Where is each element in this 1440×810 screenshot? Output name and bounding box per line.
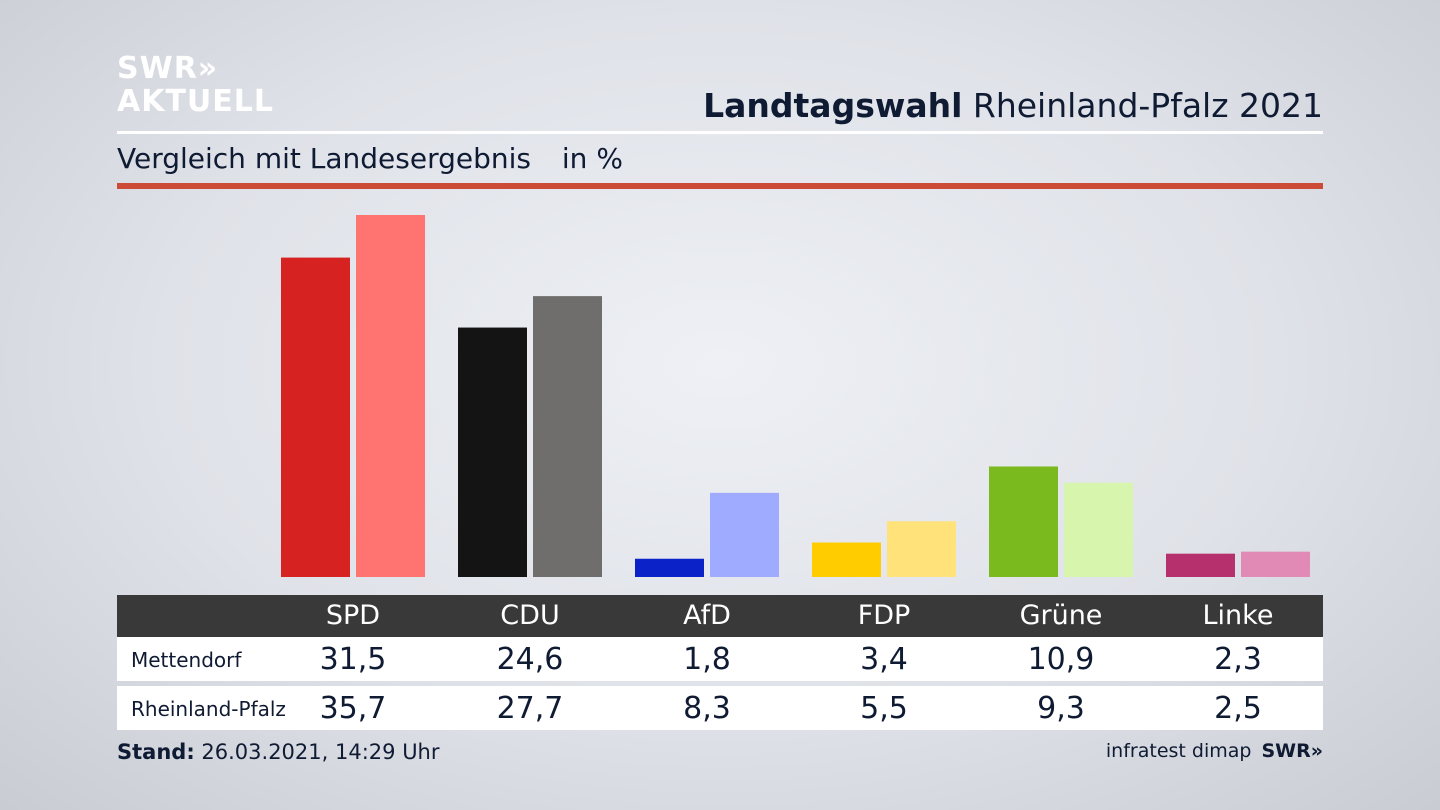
bar-spd-series-1	[356, 215, 425, 577]
bar-cdu-series-1	[533, 296, 602, 577]
party-header: AfD	[683, 600, 731, 631]
table-header-row: SPD CDU AfD FDP Grüne Linke	[117, 595, 1323, 637]
value-cell: 27,7	[496, 691, 564, 726]
timestamp: Stand: 26.03.2021, 14:29 Uhr	[117, 740, 440, 764]
party-header: CDU	[500, 600, 560, 631]
title-rest: Rheinland-Pfalz 2021	[972, 86, 1323, 125]
bar-linke-series-0	[1166, 553, 1235, 577]
value-cell: 10,9	[1027, 642, 1095, 677]
table-row: Rheinland-Pfalz 35,7 27,7 8,3 5,5 9,3 2,5	[117, 686, 1323, 730]
title-divider	[117, 131, 1323, 134]
source-name: infratest dimap	[1105, 740, 1252, 762]
value-cell: 5,5	[860, 691, 908, 726]
value-cell: 24,6	[496, 642, 564, 677]
bar-fdp-series-0	[812, 542, 881, 577]
value-cell: 2,3	[1214, 642, 1262, 677]
bar-afd-series-1	[710, 492, 779, 577]
accent-rule	[117, 183, 1323, 189]
subtitle-text: Vergleich mit Landesergebnis	[117, 142, 531, 175]
title-bold: Landtagswahl	[703, 86, 963, 125]
value-cell: 3,4	[860, 642, 908, 677]
logo-line-2: AKTUELL	[117, 84, 275, 119]
bar-fdp-series-1	[887, 521, 956, 577]
source-brand-logo: SWR»	[1261, 740, 1323, 762]
chart-subtitle: Vergleich mit Landesergebnis in %	[117, 142, 623, 175]
bar-linke-series-1	[1241, 551, 1310, 577]
value-cell: 35,7	[319, 691, 387, 726]
value-cell: 31,5	[319, 642, 387, 677]
value-cell: 8,3	[683, 691, 731, 726]
stand-value: 26.03.2021, 14:29 Uhr	[201, 740, 440, 764]
bar-chart	[281, 215, 1310, 577]
bar-cdu-series-0	[458, 327, 527, 577]
stand-label: Stand:	[117, 740, 195, 764]
swr-aktuell-logo: SWR» AKTUELL	[117, 52, 274, 118]
value-cell: 2,5	[1214, 691, 1262, 726]
bar-spd-series-0	[281, 257, 350, 577]
value-cell: 9,3	[1037, 691, 1085, 726]
logo-line-1: SWR»	[117, 51, 219, 86]
page-title: Landtagswahl Rheinland-Pfalz 2021	[703, 86, 1323, 125]
source-credit: infratest dimap SWR»	[1106, 740, 1323, 762]
party-header: SPD	[325, 600, 381, 631]
bar-grne-series-1	[1064, 482, 1133, 577]
party-header: Grüne	[1019, 600, 1103, 631]
bar-grne-series-0	[989, 466, 1058, 577]
results-table: SPD CDU AfD FDP Grüne Linke Mettendorf 31,5 24…	[117, 595, 1323, 730]
row-label: Mettendorf	[131, 648, 242, 672]
table-row: Mettendorf 31,5 24,6 1,8 3,4 10,9 2,3	[117, 637, 1323, 681]
bar-afd-series-0	[635, 558, 704, 577]
row-label: Rheinland-Pfalz	[131, 697, 286, 721]
subtitle-unit: in %	[561, 142, 623, 175]
party-header: FDP	[857, 600, 911, 631]
party-header: Linke	[1202, 600, 1274, 631]
value-cell: 1,8	[683, 642, 731, 677]
